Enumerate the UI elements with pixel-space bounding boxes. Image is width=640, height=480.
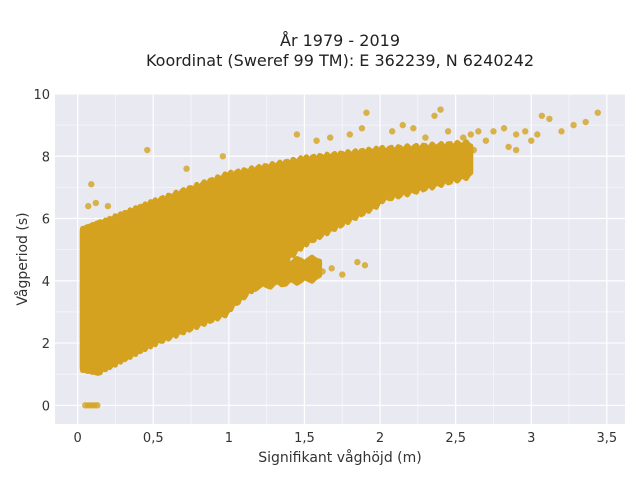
data-point [346, 202, 354, 210]
data-point [293, 131, 301, 138]
data-point [85, 202, 92, 210]
data-point [467, 131, 474, 138]
x-tick-label: 3 [527, 431, 535, 446]
data-point [326, 134, 334, 141]
data-point [319, 268, 326, 275]
y-tick-label: 8 [42, 150, 50, 165]
data-point [92, 199, 100, 207]
x-tick-label: 0,5 [143, 431, 164, 446]
data-point [361, 190, 369, 197]
data-point [328, 265, 335, 272]
data-point [460, 134, 467, 141]
dense-point-cloud [165, 254, 323, 304]
data-point [410, 125, 417, 132]
data-point [82, 355, 89, 362]
y-tick-label: 10 [33, 88, 50, 103]
data-point [482, 137, 490, 144]
data-point [219, 153, 227, 160]
data-point [582, 118, 589, 126]
data-point [431, 112, 438, 119]
y-tick-labels: 0 2 4 6 8 10 [33, 88, 50, 414]
chart-subtitle: Koordinat (Sweref 99 TM): E 362239, N 62… [146, 51, 534, 70]
data-points [79, 106, 601, 409]
data-point [546, 115, 553, 123]
data-point [490, 128, 497, 135]
data-point [594, 109, 601, 116]
x-tick-label: 2 [376, 431, 384, 446]
data-point [354, 258, 361, 266]
data-point [437, 106, 444, 113]
x-tick-label: 1 [225, 431, 233, 446]
data-point [429, 171, 437, 179]
data-point [534, 131, 541, 138]
y-tick-label: 2 [42, 337, 50, 352]
data-point [444, 128, 452, 135]
y-tick-label: 0 [42, 399, 50, 414]
data-point [470, 146, 478, 154]
data-point [88, 181, 95, 188]
x-tick-label: 3,5 [597, 431, 618, 446]
data-point [500, 125, 508, 132]
data-point [376, 196, 384, 204]
data-point [528, 137, 535, 144]
dense-point-cloud [150, 171, 232, 348]
data-point [83, 361, 90, 369]
x-tick-label: 1,5 [294, 431, 315, 446]
data-point [363, 109, 370, 116]
data-point [319, 215, 326, 222]
dense-point-cloud [377, 139, 474, 205]
data-point [339, 271, 346, 278]
data-point [422, 134, 429, 141]
dense-point-cloud [96, 199, 156, 376]
data-point [558, 128, 565, 135]
data-point [104, 202, 112, 210]
data-point [538, 112, 546, 119]
x-tick-labels: 0 0,5 1 1,5 2 2,5 3 3,5 [74, 431, 618, 446]
data-point [358, 125, 366, 132]
data-point [570, 121, 577, 129]
x-tick-label: 0 [74, 431, 82, 446]
data-point [346, 131, 354, 138]
data-point [289, 262, 296, 269]
data-point [512, 146, 520, 154]
y-tick-label: 6 [42, 213, 50, 228]
data-point [522, 128, 529, 135]
data-point [334, 209, 341, 216]
chart-title: År 1979 - 2019 [280, 31, 400, 50]
data-point [475, 128, 482, 135]
data-point [512, 131, 520, 138]
data-point [313, 137, 320, 144]
data-point [183, 165, 190, 172]
data-point [361, 262, 369, 269]
y-axis-label: Vågperiod (s) [14, 212, 31, 305]
data-point [144, 146, 151, 154]
x-axis-label: Signifikant våghöjd (m) [258, 449, 421, 466]
data-point [388, 128, 396, 135]
y-tick-label: 4 [42, 275, 50, 290]
data-point [94, 402, 101, 409]
x-tick-label: 2,5 [445, 431, 466, 446]
data-point [399, 121, 406, 129]
data-point [304, 265, 311, 272]
data-point [311, 258, 319, 266]
data-point [505, 143, 512, 151]
